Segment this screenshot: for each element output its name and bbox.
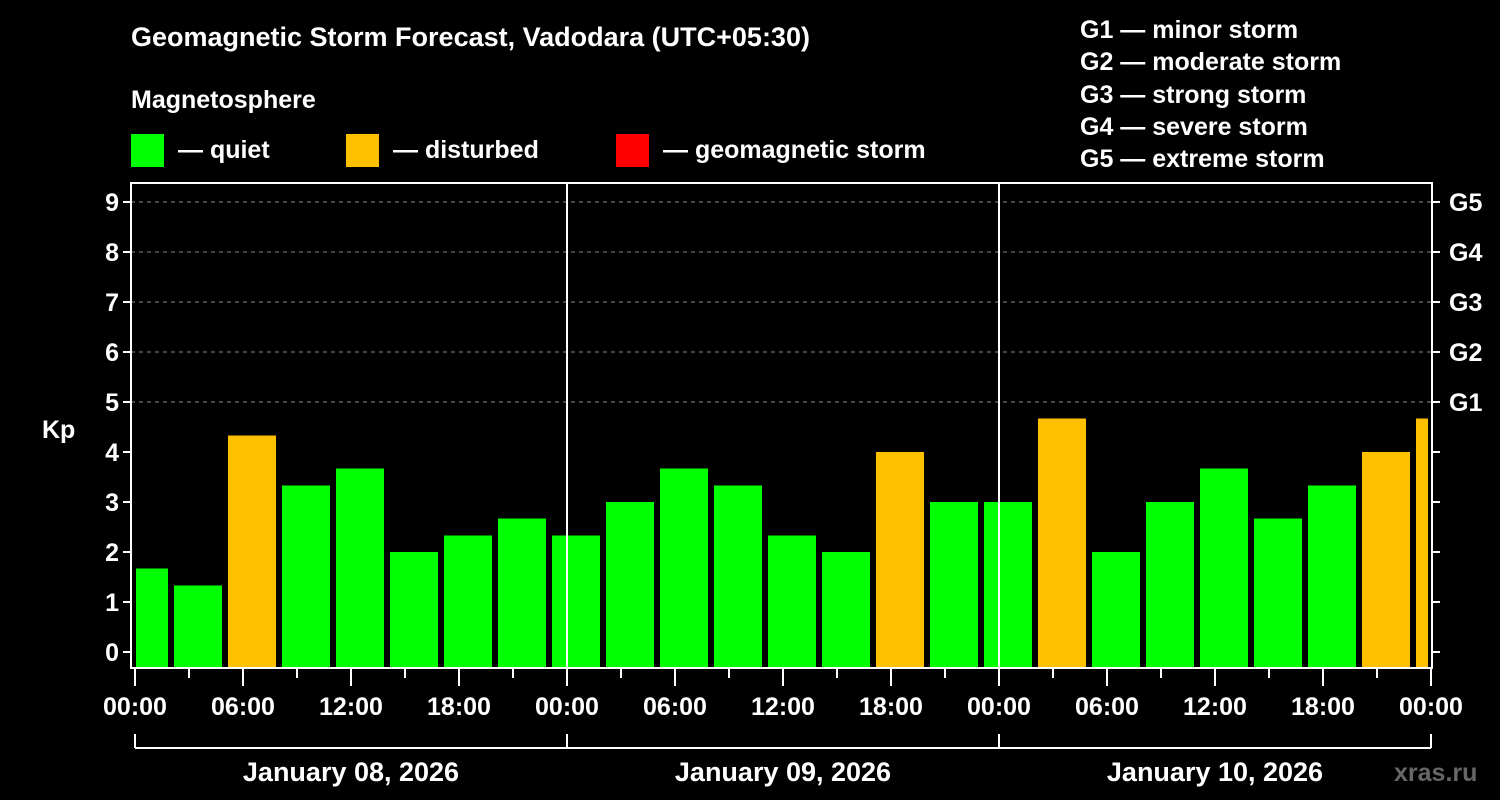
storm-swatch	[616, 134, 649, 167]
quiet-swatch	[131, 134, 164, 167]
storm-level-g4: G4 — severe storm	[1080, 112, 1308, 141]
y-tick-label: 0	[105, 639, 119, 667]
storm-level-g1: G1 — minor storm	[1080, 16, 1299, 44]
storm-level-g2: G2 — moderate storm	[1080, 48, 1342, 77]
legend-quiet: — quiet	[131, 134, 270, 167]
bar-disturbed	[1038, 418, 1086, 668]
chart-title: Geomagnetic Storm Forecast, Vadodara (UT…	[131, 22, 810, 52]
x-tick-label: 12:00	[1183, 693, 1247, 721]
x-tick-label: 00:00	[1399, 693, 1463, 721]
day-label: January 10, 2026	[1107, 757, 1323, 787]
bar-quiet	[498, 518, 546, 668]
storm-level-g3: G3 — strong storm	[1080, 80, 1307, 109]
bar-disturbed	[1416, 418, 1428, 668]
storm-levels-list: G1 — minor storm G2 — moderate storm G3 …	[1080, 14, 1341, 175]
bar-quiet	[1308, 485, 1356, 668]
y-tick-label: 4	[105, 439, 119, 467]
day-label: January 08, 2026	[243, 757, 459, 787]
x-tick-label: 00:00	[967, 693, 1031, 721]
x-tick-label: 12:00	[751, 693, 815, 721]
plot-frame	[130, 182, 1433, 669]
y-tick-label: 7	[105, 289, 119, 317]
bar-quiet	[606, 502, 654, 668]
legend-heading: Magnetosphere	[131, 86, 316, 114]
disturbed-swatch	[346, 134, 379, 167]
day-label: January 09, 2026	[675, 757, 891, 787]
y-tick-label: 3	[105, 489, 119, 517]
watermark: xras.ru	[1394, 759, 1477, 787]
bar-quiet	[174, 585, 222, 668]
x-tick-label: 00:00	[103, 693, 167, 721]
legend-storm: — geomagnetic storm	[616, 134, 926, 167]
bar-quiet	[336, 468, 384, 668]
bar-disturbed	[228, 435, 276, 668]
x-tick-label: 18:00	[1291, 693, 1355, 721]
x-tick-label: 18:00	[859, 693, 923, 721]
y-tick-label: 6	[105, 339, 119, 367]
bar-quiet	[768, 535, 816, 668]
bar-quiet	[1200, 468, 1248, 668]
bar-quiet	[444, 535, 492, 668]
x-tick-label: 12:00	[319, 693, 383, 721]
g-level-label: G2	[1449, 339, 1482, 367]
bar-quiet	[552, 535, 600, 668]
storm-level-g5: G5 — extreme storm	[1080, 145, 1325, 174]
legend-disturbed-label: — disturbed	[393, 136, 539, 164]
y-tick-label: 2	[105, 539, 119, 567]
legend-quiet-label: — quiet	[178, 136, 270, 164]
bar-quiet	[714, 485, 762, 668]
x-tick-label: 00:00	[535, 693, 599, 721]
bar-quiet	[390, 552, 438, 668]
bar-quiet	[282, 485, 330, 668]
bar-quiet	[822, 552, 870, 668]
x-tick-label: 06:00	[643, 693, 707, 721]
y-tick-label: 8	[105, 239, 119, 267]
bar-quiet	[1092, 552, 1140, 668]
bar-disturbed	[876, 452, 924, 668]
x-tick-label: 06:00	[211, 693, 275, 721]
g-level-label: G3	[1449, 289, 1482, 317]
y-tick-label: 1	[105, 589, 119, 617]
bar-quiet	[1254, 518, 1302, 668]
bar-quiet	[660, 468, 708, 668]
g-level-label: G1	[1449, 389, 1482, 417]
bar-quiet	[1146, 502, 1194, 668]
bar-disturbed	[1362, 452, 1410, 668]
g-level-label: G4	[1449, 239, 1482, 267]
x-tick-label: 06:00	[1075, 693, 1139, 721]
y-tick-label: 9	[105, 189, 119, 217]
y-tick-label: 5	[105, 389, 119, 417]
bar-quiet	[984, 502, 1032, 668]
legend-storm-label: — geomagnetic storm	[663, 136, 926, 164]
y-axis-label: Kp	[42, 416, 75, 444]
legend-disturbed: — disturbed	[346, 134, 539, 167]
bar-quiet	[136, 568, 168, 668]
bar-quiet	[930, 502, 978, 668]
g-level-label: G5	[1449, 189, 1482, 217]
x-tick-label: 18:00	[427, 693, 491, 721]
